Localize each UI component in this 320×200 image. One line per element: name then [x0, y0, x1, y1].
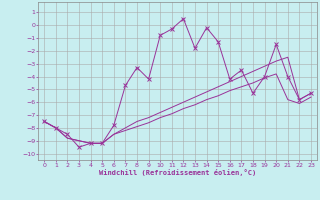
X-axis label: Windchill (Refroidissement éolien,°C): Windchill (Refroidissement éolien,°C) [99, 169, 256, 176]
